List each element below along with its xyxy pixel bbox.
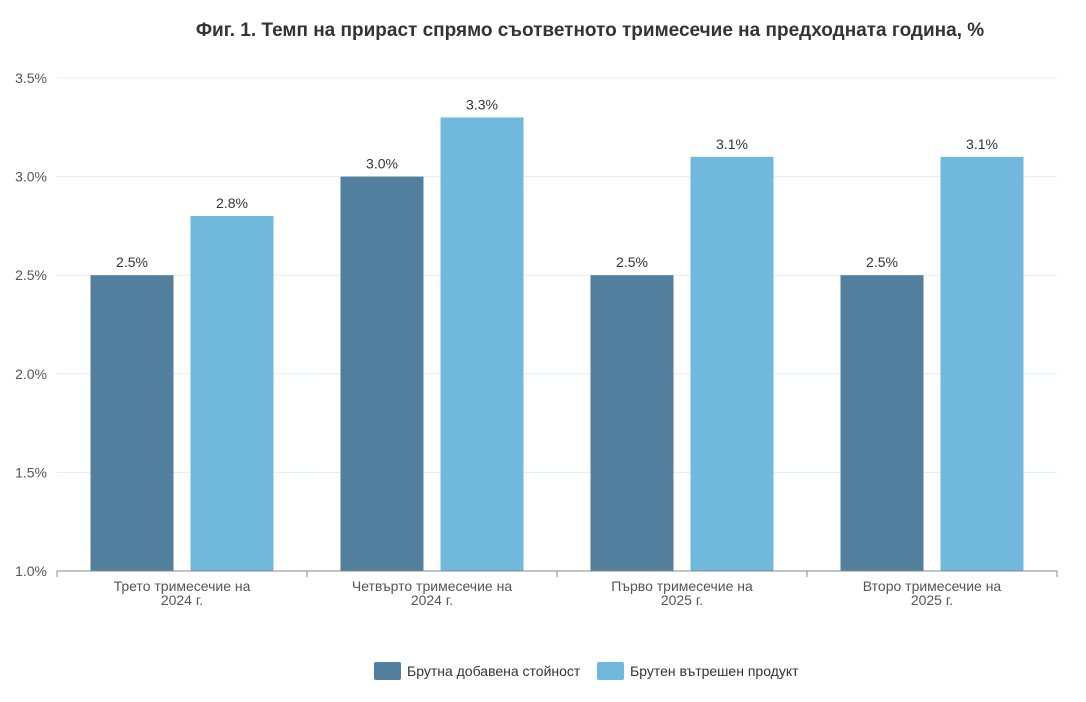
y-tick-label: 1.0% (15, 563, 47, 579)
y-tick-label: 2.0% (15, 366, 47, 382)
x-tick-label: Второ тримесечие на (863, 578, 1002, 594)
x-tick-label: 2025 г. (661, 592, 703, 608)
bar (940, 156, 1024, 571)
data-label: 3.1% (966, 136, 998, 152)
x-tick-label: 2024 г. (161, 592, 203, 608)
bar (440, 117, 524, 571)
data-label: 2.5% (116, 254, 148, 270)
legend-swatch (374, 662, 401, 680)
data-label: 3.0% (366, 156, 398, 172)
bar (590, 275, 674, 571)
data-label: 3.1% (716, 136, 748, 152)
legend-label: Брутен вътрешен продукт (630, 663, 799, 679)
y-tick-label: 2.5% (15, 267, 47, 283)
legend: Брутна добавена стойност Брутен вътрешен … (374, 662, 799, 680)
data-label: 2.5% (866, 254, 898, 270)
y-tick-label: 3.5% (15, 70, 47, 86)
data-label: 2.5% (616, 254, 648, 270)
x-tick-label: Трето тримесечие на (114, 578, 251, 594)
y-tick-label: 3.0% (15, 169, 47, 185)
bar (190, 216, 274, 572)
legend-swatch (597, 662, 624, 680)
x-tick-label: 2024 г. (411, 592, 453, 608)
bars: 2.5% 2.8% 3.0% 3.3% 2.5% 3.1% 2.5% 3.1% (90, 96, 1024, 572)
x-tick-label: Първо тримесечие на (611, 578, 753, 594)
legend-label: Брутна добавена стойност (407, 663, 581, 679)
y-axis: 1.0% 1.5% 2.0% 2.5% 3.0% 3.5% (15, 70, 47, 579)
x-tick-label: 2025 г. (911, 592, 953, 608)
data-label: 2.8% (216, 195, 248, 211)
bar (840, 275, 924, 571)
bar (690, 156, 774, 571)
bar (90, 275, 174, 571)
data-label: 3.3% (466, 96, 498, 112)
x-tick-label: Четвърто тримесечие на (352, 578, 512, 594)
y-tick-label: 1.5% (15, 464, 47, 480)
chart-title: Фиг. 1. Темп на прираст спрямо съответно… (196, 20, 984, 41)
bar (340, 176, 424, 571)
